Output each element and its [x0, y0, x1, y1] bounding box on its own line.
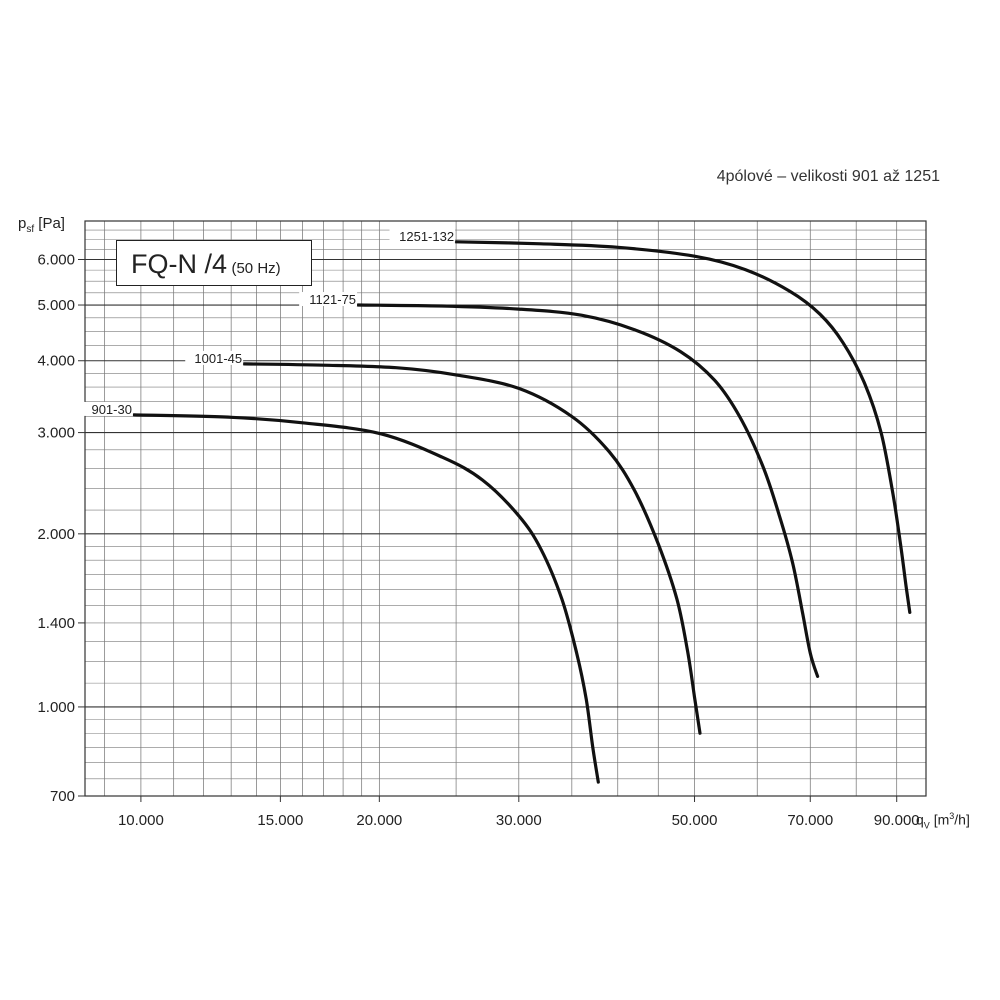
y-axis-symbol: p — [18, 215, 27, 232]
series-label: 1121-75 — [309, 292, 356, 307]
series-group: 901-30 1001-45 1121-75 1251-132 — [82, 228, 912, 784]
chart-title-box: FQ-N /4 (50 Hz) — [116, 240, 312, 286]
series-label-bg — [299, 292, 358, 307]
x-tick-label: 70.000 — [787, 812, 833, 829]
series-line — [454, 240, 912, 614]
y-tick-label: 5.000 — [37, 297, 75, 314]
chart-caption: 4pólové – velikosti 901 až 1251 — [716, 168, 940, 185]
series-label: 901-30 — [91, 402, 131, 417]
chart-title-sub: (50 Hz) — [231, 260, 281, 277]
series-line — [242, 362, 702, 735]
x-tick-label: 10.000 — [118, 812, 164, 829]
y-axis-label: psf [Pa] — [18, 215, 65, 235]
series-label-bg — [82, 401, 133, 416]
x-axis-label: qV [m3/h] — [916, 811, 970, 830]
plot-frame — [84, 220, 927, 797]
x-axis-unit-sup: 3 — [949, 811, 955, 821]
y-tick-label: 1.000 — [37, 699, 75, 716]
y-tick-label: 700 — [50, 788, 75, 805]
y-tick-label: 4.000 — [37, 353, 75, 370]
y-tick-label: 3.000 — [37, 425, 75, 442]
series-label: 1251-132 — [399, 229, 454, 244]
x-axis-subscript: V — [923, 820, 930, 831]
series-line — [132, 413, 600, 784]
series-label-bg — [389, 228, 456, 243]
plot-border — [84, 220, 927, 797]
series-label-bg — [185, 350, 244, 365]
x-tick-label: 15.000 — [257, 812, 303, 829]
series-line — [356, 303, 820, 678]
series-label: 1001-45 — [194, 351, 242, 366]
x-tick-label: 30.000 — [496, 812, 542, 829]
y-tick-label: 6.000 — [37, 251, 75, 268]
x-tick-label: 90.000 — [874, 812, 920, 829]
y-axis-subscript: sf — [26, 224, 35, 235]
y-tick-label: 1.400 — [37, 615, 75, 632]
x-axis-unit-post: /h] — [954, 811, 970, 828]
x-tick-label: 50.000 — [672, 812, 718, 829]
axis-ticks: 10.000 15.000 20.000 30.000 50.000 70.000 90.0… — [37, 251, 919, 829]
y-axis-unit: [Pa] — [38, 215, 65, 232]
x-tick-label: 20.000 — [356, 812, 402, 829]
y-tick-label: 2.000 — [37, 526, 75, 543]
chart-title-main: FQ-N /4 — [131, 249, 228, 279]
x-axis-symbol: q — [916, 811, 924, 828]
x-axis-unit-pre: [m — [933, 811, 950, 828]
